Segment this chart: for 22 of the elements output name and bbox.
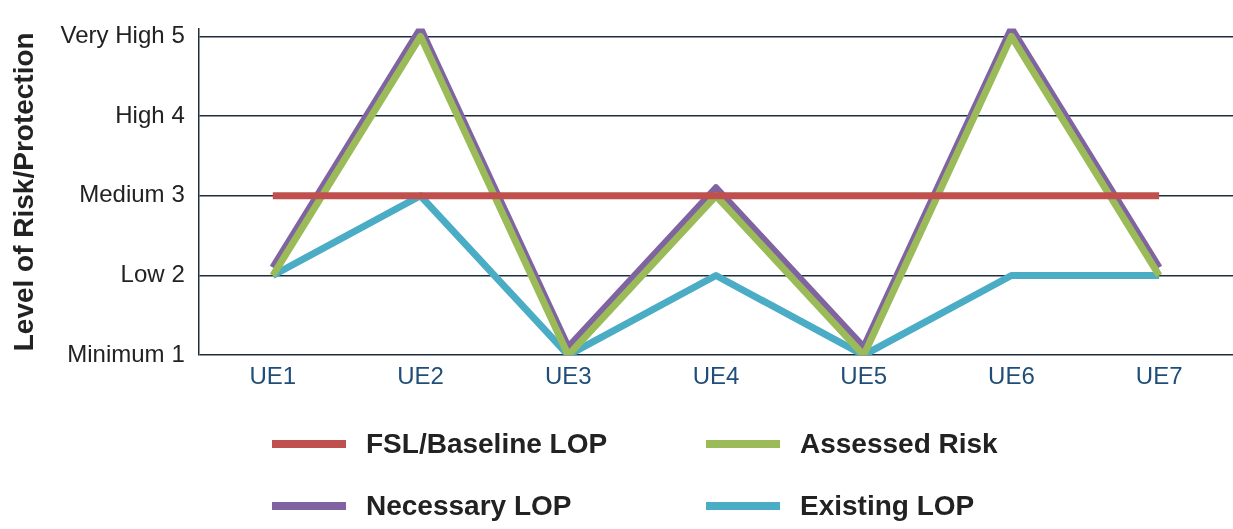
- y-tick-label: 2: [171, 260, 185, 288]
- y-tick-label: 4: [171, 100, 185, 128]
- x-tick-label: UE2: [397, 362, 444, 390]
- text: Low: [120, 260, 166, 288]
- legend-label: Necessary LOP: [366, 490, 572, 522]
- text: Medium: [79, 180, 165, 208]
- y-tick-label: 1: [171, 339, 185, 367]
- x-tick-label: UE6: [988, 362, 1035, 390]
- text: Very High: [60, 21, 165, 48]
- legend-label: FSL/Baseline LOP: [366, 428, 608, 460]
- x-tick-label: UE4: [692, 362, 740, 390]
- text: Minimum: [67, 339, 165, 367]
- legend-label: Assessed Risk: [800, 428, 998, 460]
- text: High: [115, 100, 165, 128]
- x-tick-label: UE1: [249, 362, 297, 390]
- y-axis-title: Level of Risk/Protection: [7, 32, 39, 352]
- x-tick-label: UE3: [544, 362, 592, 390]
- x-tick-label: UE5: [840, 362, 888, 390]
- legend-label: Existing LOP: [800, 490, 975, 522]
- y-tick-label: 3: [171, 180, 185, 208]
- y-tick-label: 5: [171, 21, 185, 48]
- x-tick-label: UE7: [1135, 362, 1183, 390]
